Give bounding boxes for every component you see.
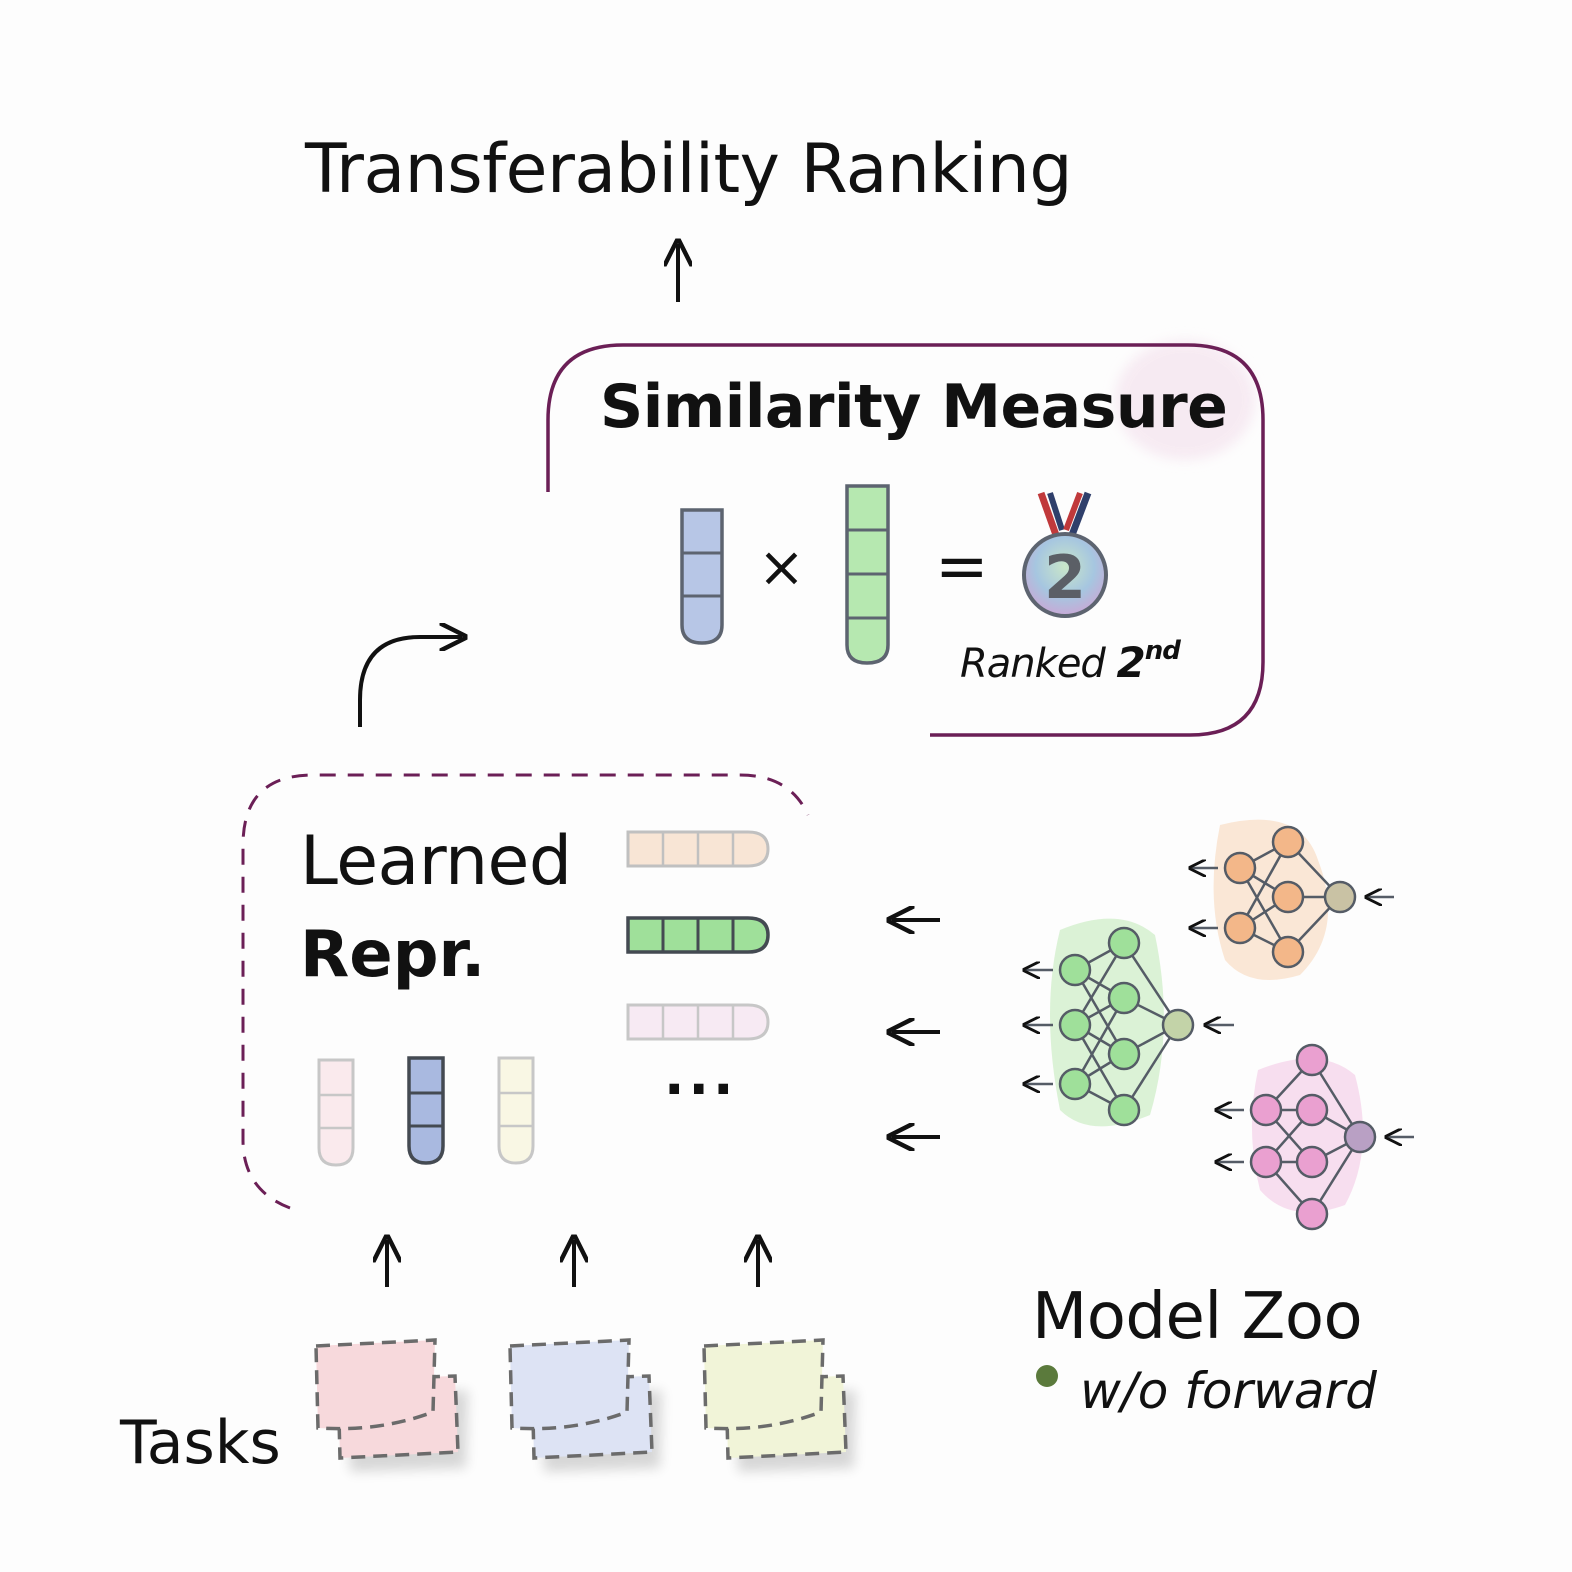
similarity-measure-title: Similarity Measure <box>600 372 1228 442</box>
similarity-frame <box>546 340 1265 737</box>
task-card-pink <box>314 1338 468 1472</box>
task-vector-yellow <box>497 1056 535 1165</box>
green-vector-icon <box>845 484 890 665</box>
note-dot-icon <box>1036 1365 1058 1387</box>
curved-arrow <box>358 637 462 727</box>
task-vector-blue <box>407 1056 445 1165</box>
ellipsis: ··· <box>664 1058 738 1121</box>
model-zoo-note: w/o forward <box>1080 1362 1377 1420</box>
equals-symbol: = <box>935 530 989 604</box>
task-card-blue <box>508 1338 662 1472</box>
zoo-arrows <box>892 920 940 1137</box>
task-arrows <box>387 1240 758 1287</box>
learned-repr-frame <box>241 773 810 1210</box>
repr-vector-pink <box>626 1003 770 1041</box>
repr-label: Repr. <box>300 918 486 992</box>
page-title: Transferability Ranking <box>305 130 1073 209</box>
ranked-suffix: nd <box>1144 635 1181 666</box>
repr-vector-green <box>626 916 770 954</box>
network-orange-icon <box>1192 819 1394 980</box>
ranked-prefix: Ranked <box>960 641 1117 687</box>
ranked-number: 2 <box>1116 638 1146 687</box>
blue-vector-icon <box>680 508 724 645</box>
tasks-label: Tasks <box>120 1408 281 1478</box>
repr-vector-orange <box>626 830 770 868</box>
task-card-yellow <box>702 1338 856 1472</box>
times-symbol: × <box>758 535 805 600</box>
learned-label: Learned <box>300 822 572 901</box>
task-vector-pink <box>317 1058 355 1167</box>
medal-icon: 2 <box>1022 491 1108 618</box>
network-green-icon <box>1026 918 1234 1127</box>
model-zoo-label: Model Zoo <box>1032 1280 1363 1354</box>
ranked-label: Ranked 2nd <box>960 635 1181 687</box>
network-pink-icon <box>1218 1043 1414 1231</box>
medal-number: 2 <box>1044 543 1086 613</box>
